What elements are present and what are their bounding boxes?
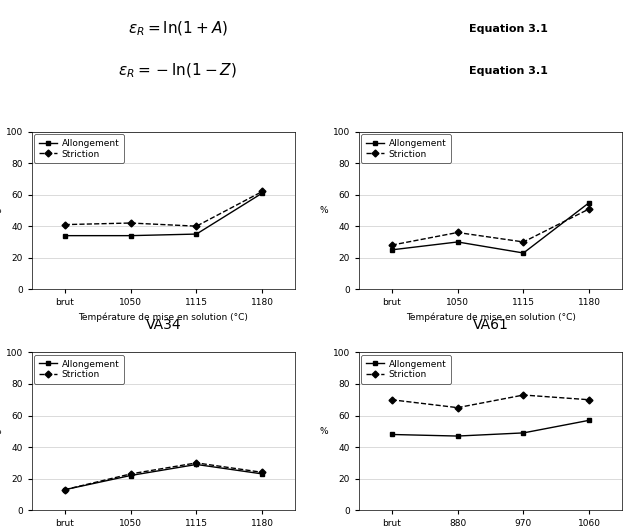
- Line: Allongement: Allongement: [389, 418, 592, 439]
- Line: Allongement: Allongement: [62, 190, 265, 238]
- Striction: [192, 223, 200, 229]
- Line: Striction: Striction: [389, 392, 592, 410]
- Line: Striction: Striction: [389, 206, 592, 248]
- Y-axis label: %: %: [320, 206, 328, 215]
- Striction: [258, 469, 266, 476]
- Striction: [388, 397, 396, 403]
- Allongement: [519, 430, 527, 436]
- Allongement: [585, 417, 593, 423]
- Striction: [127, 220, 135, 226]
- Allongement: [258, 471, 266, 477]
- Legend: Allongement, Striction: Allongement, Striction: [361, 355, 451, 384]
- Allongement: [192, 461, 200, 468]
- Striction: [454, 229, 462, 236]
- Text: VA61: VA61: [472, 318, 509, 332]
- Text: Equation 3.1: Equation 3.1: [469, 66, 547, 76]
- Y-axis label: %: %: [320, 427, 328, 436]
- Y-axis label: %: %: [0, 427, 1, 436]
- Allongement: [127, 472, 135, 479]
- Allongement: [388, 431, 396, 438]
- X-axis label: Température de mise en solution (°C): Température de mise en solution (°C): [79, 313, 248, 322]
- Line: Allongement: Allongement: [62, 462, 265, 492]
- Text: VA34: VA34: [145, 318, 182, 332]
- Striction: [519, 392, 527, 398]
- Allongement: [454, 433, 462, 439]
- Legend: Allongement, Striction: Allongement, Striction: [34, 355, 124, 384]
- Allongement: [127, 232, 135, 239]
- Striction: [585, 397, 593, 403]
- Allongement: [454, 239, 462, 245]
- Allongement: [61, 232, 69, 239]
- Striction: [519, 239, 527, 245]
- Line: Striction: Striction: [62, 189, 265, 229]
- Allongement: [519, 250, 527, 256]
- Legend: Allongement, Striction: Allongement, Striction: [361, 134, 451, 163]
- Allongement: [585, 199, 593, 206]
- Line: Allongement: Allongement: [389, 200, 592, 256]
- Y-axis label: %: %: [0, 206, 1, 215]
- Striction: [454, 404, 462, 411]
- Allongement: [388, 247, 396, 253]
- Striction: [192, 460, 200, 466]
- Text: Equation 3.1: Equation 3.1: [469, 24, 547, 34]
- Striction: [258, 188, 266, 195]
- Allongement: [192, 231, 200, 237]
- Text: $\varepsilon_R = \ln(1+A)$: $\varepsilon_R = \ln(1+A)$: [128, 20, 228, 38]
- Allongement: [61, 487, 69, 493]
- Legend: Allongement, Striction: Allongement, Striction: [34, 134, 124, 163]
- Striction: [388, 242, 396, 248]
- Striction: [585, 206, 593, 212]
- Striction: [127, 471, 135, 477]
- Text: $\varepsilon_R = -\ln(1-Z)$: $\varepsilon_R = -\ln(1-Z)$: [118, 62, 237, 80]
- Line: Striction: Striction: [62, 460, 265, 492]
- Striction: [61, 487, 69, 493]
- Striction: [61, 221, 69, 228]
- X-axis label: Température de mise en solution (°C): Température de mise en solution (°C): [406, 313, 575, 322]
- Allongement: [258, 190, 266, 196]
